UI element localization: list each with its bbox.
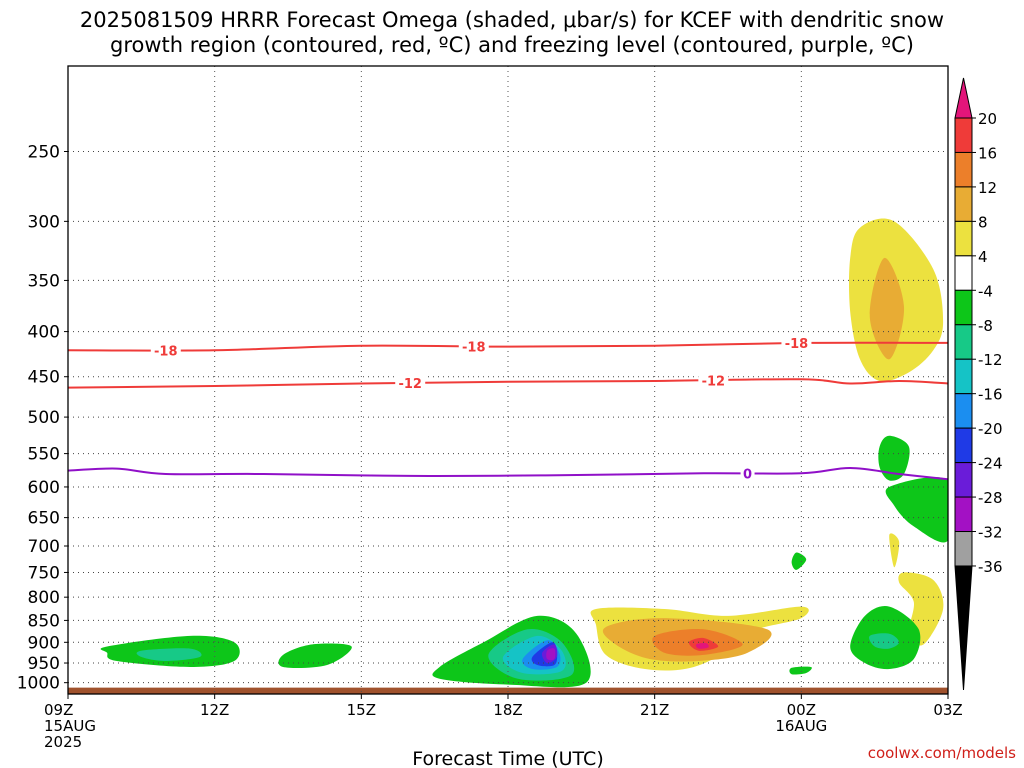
- contour-label: -12: [398, 377, 422, 392]
- y-tick-label: 450: [28, 368, 60, 388]
- y-tick-label: 500: [28, 408, 60, 428]
- title-line-1: 2025081509 HRRR Forecast Omega (shaded, …: [79, 8, 945, 32]
- colorbar-swatch: [954, 358, 973, 395]
- contour-label-bg: [395, 375, 426, 390]
- omega-region: [889, 533, 900, 568]
- y-tick-label: 650: [28, 509, 60, 529]
- colorbar-swatch: [954, 289, 973, 326]
- y-tick-label: 400: [28, 323, 60, 343]
- chart-title: 2025081509 HRRR Forecast Omega (shaded, …: [0, 8, 1024, 58]
- omega-region: [278, 643, 352, 669]
- colorbar-label: -32: [978, 524, 1003, 542]
- contour-label: -18: [462, 340, 486, 355]
- contour-label-bg: [781, 336, 812, 351]
- omega-region: [546, 648, 556, 661]
- x-tick-label: 00Z: [787, 701, 816, 719]
- omega-region: [791, 552, 807, 570]
- y-tick-label: 750: [28, 563, 60, 583]
- omega-region: [869, 633, 900, 649]
- x-tick-label: 21Z: [640, 701, 669, 719]
- y-tick-label: 1000: [17, 674, 60, 694]
- y-tick-label: 900: [28, 633, 60, 653]
- y-tick-label: 300: [28, 212, 60, 232]
- colorbar-label: -4: [978, 282, 993, 300]
- y-tick-label: 700: [28, 537, 60, 557]
- x-tick-label: 12Z: [200, 701, 229, 719]
- colorbar-swatch: [954, 462, 973, 498]
- x-axis-label: Forecast Time (UTC): [412, 748, 603, 768]
- omega-region: [869, 257, 905, 360]
- colorbar-swatch: [954, 151, 973, 188]
- y-tick-label: 250: [28, 142, 60, 162]
- colorbar-swatch: [954, 186, 973, 222]
- y-tick-label: 850: [28, 611, 60, 631]
- colorbar-top-arrow: [954, 77, 973, 119]
- x-tick-label: 18Z: [493, 701, 522, 719]
- contour-label: -12: [702, 374, 726, 389]
- contour-label-bg: [698, 373, 729, 388]
- colorbar-swatch: [954, 117, 973, 153]
- contour-label-bg: [458, 339, 489, 354]
- colorbar-label: -20: [978, 420, 1003, 438]
- y-tick-label: 350: [28, 271, 60, 291]
- colorbar-label: 4: [978, 248, 988, 266]
- colorbar-swatch: [954, 531, 973, 567]
- colorbar-label: 12: [978, 179, 997, 197]
- colorbar-label: -8: [978, 317, 993, 335]
- contour-line: [68, 466, 948, 481]
- omega-region: [878, 435, 910, 481]
- terrain-layer: [68, 687, 948, 694]
- omega-shading: [100, 218, 948, 688]
- colorbar-swatch: [954, 427, 973, 464]
- terrain-band: [68, 687, 948, 694]
- colorbar: 20 16 12 8 4 -4 -8 -12 -16 -20 -24 -28 -32 -36: [954, 77, 1003, 691]
- colorbar-swatch: [954, 220, 973, 257]
- y-tick-label: 950: [28, 654, 60, 674]
- y-tick-label: 800: [28, 588, 60, 608]
- colorbar-label: -12: [978, 351, 1003, 369]
- y-tick-label: 550: [28, 445, 60, 465]
- colorbar-swatch: [954, 255, 973, 291]
- colorbar-swatch: [954, 324, 973, 360]
- contour-label-bg: [150, 343, 181, 358]
- x-tick-label: 15Z: [347, 701, 376, 719]
- x-tick-label: 15AUG: [44, 717, 96, 735]
- colorbar-label: -24: [978, 455, 1003, 473]
- colorbar-label: -36: [978, 558, 1003, 576]
- x-tick-label: 16AUG: [775, 717, 827, 735]
- colorbar-bottom-arrow: [954, 565, 973, 691]
- omega-region: [136, 648, 202, 661]
- title-line-2: growth region (contoured, red, ºC) and f…: [110, 33, 914, 57]
- colorbar-swatch: [954, 393, 973, 429]
- colorbar-label: -16: [978, 386, 1003, 404]
- omega-region: [695, 643, 709, 649]
- grid-lines: [68, 66, 948, 694]
- omega-region: [789, 666, 812, 675]
- colorbar-label: -28: [978, 489, 1003, 507]
- colorbar-swatch: [954, 496, 973, 533]
- contour-line: [68, 341, 948, 352]
- colorbar-label: 8: [978, 213, 988, 231]
- contour-label: 0: [743, 467, 752, 482]
- contour-line: [68, 378, 948, 389]
- axes: 2503003504004505005506006507007508008509…: [17, 142, 963, 768]
- colorbar-label: 16: [978, 144, 997, 162]
- colorbar-label: 20: [978, 110, 997, 128]
- omega-region: [885, 477, 948, 543]
- x-tick-label: 09Z: [44, 701, 73, 719]
- site-credit[interactable]: coolwx.com/models: [867, 744, 1016, 762]
- x-tick-label: 03Z: [933, 701, 962, 719]
- y-tick-label: 600: [28, 478, 60, 498]
- temperature-contours: -18 -18 -18 -12 -12 0: [68, 336, 948, 482]
- contour-label-bg: [740, 466, 755, 481]
- contour-label: -18: [785, 337, 809, 352]
- contour-label: -18: [154, 344, 178, 359]
- x-tick-label: 2025: [44, 733, 82, 751]
